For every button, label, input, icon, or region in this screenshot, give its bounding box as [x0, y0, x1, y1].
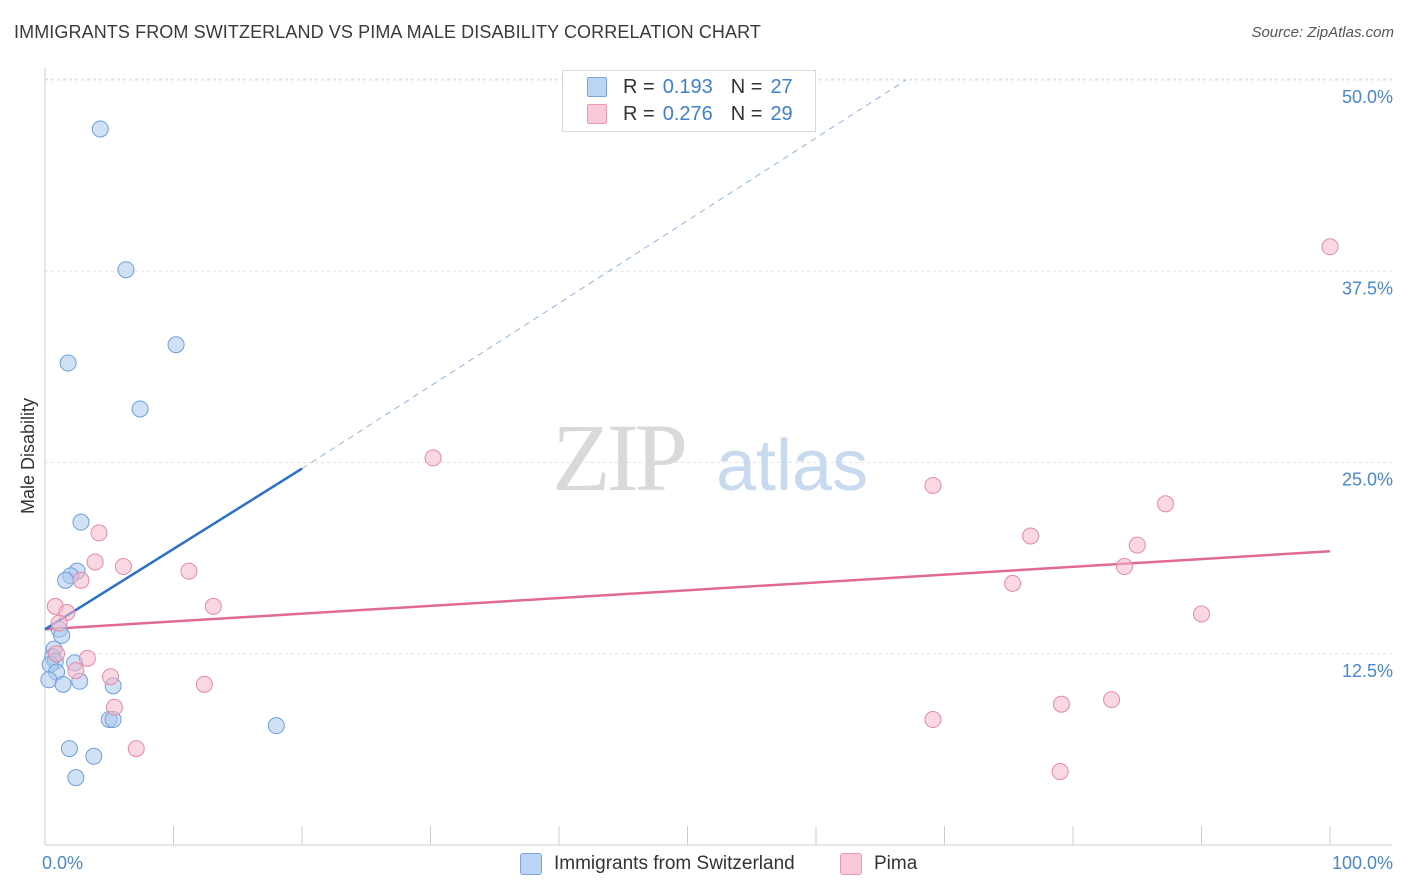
grid-layer	[45, 78, 1392, 655]
point-switzerland	[72, 513, 90, 531]
watermark-zip: ZIP	[552, 404, 685, 511]
point-pima	[1051, 763, 1069, 781]
point-switzerland	[40, 671, 58, 689]
legend-row-pima: R = 0.276 N = 29	[587, 102, 793, 126]
point-pima	[114, 558, 132, 576]
correlation-legend: R = 0.193 N = 27 R = 0.276 N = 29	[562, 70, 816, 132]
point-switzerland	[54, 675, 72, 693]
point-pima	[1128, 536, 1146, 554]
legend-n-value-switzerland: 27	[770, 75, 793, 98]
point-pima	[1321, 238, 1339, 256]
legend-n-value-pima: 29	[770, 102, 793, 125]
point-switzerland	[131, 400, 149, 418]
bottom-legend-swatch-switzerland	[520, 853, 542, 875]
y-tick-label: 25.0%	[1342, 470, 1393, 490]
trendline-switzerland	[44, 467, 303, 631]
y-axis-label: Male Disability	[18, 398, 38, 514]
point-pima	[1103, 691, 1121, 709]
point-switzerland	[60, 740, 78, 758]
trendline-switzerland-extension	[301, 79, 907, 470]
point-switzerland	[117, 261, 135, 279]
point-pima	[127, 740, 145, 758]
bottom-legend-pima: Pima	[840, 852, 917, 876]
point-pima	[924, 476, 942, 494]
points-layer	[40, 120, 1339, 787]
point-pima	[204, 597, 222, 615]
bottom-legend-label-switzerland: Immigrants from Switzerland	[554, 853, 795, 874]
point-switzerland	[267, 717, 285, 735]
point-switzerland	[59, 354, 77, 372]
point-switzerland	[67, 769, 85, 787]
point-pima	[1157, 495, 1175, 513]
point-pima	[90, 524, 108, 542]
legend-n-label: N =	[730, 102, 763, 125]
legend-r-value-pima: 0.276	[662, 102, 713, 125]
point-pima	[924, 711, 942, 729]
watermark: ZIP atlas	[552, 404, 868, 511]
point-pima	[1022, 527, 1040, 545]
point-pima	[86, 553, 104, 571]
point-pima	[195, 675, 213, 693]
legend-r-label: R =	[623, 75, 655, 98]
y-tick-label: 12.5%	[1342, 661, 1393, 681]
point-switzerland	[91, 120, 109, 138]
point-pima	[78, 649, 96, 667]
point-pima	[1115, 558, 1133, 576]
point-pima	[67, 662, 85, 680]
trend-layer	[44, 79, 1331, 631]
watermark-atlas: atlas	[716, 426, 868, 506]
point-pima	[1052, 695, 1070, 713]
legend-n-label: N =	[730, 75, 763, 98]
point-switzerland	[57, 571, 75, 589]
point-pima	[180, 562, 198, 580]
point-pima	[1004, 574, 1022, 592]
legend-row-switzerland: R = 0.193 N = 27	[587, 75, 793, 99]
point-pima	[50, 614, 68, 632]
x-tick-label: 100.0%	[1332, 853, 1393, 873]
bottom-legend-label-pima: Pima	[874, 853, 918, 874]
trendline-pima	[44, 549, 1331, 631]
bottom-legend-switzerland: Immigrants from Switzerland	[520, 852, 795, 876]
x-tick-label: 0.0%	[42, 853, 83, 873]
y-tick-label: 50.0%	[1342, 87, 1393, 107]
axis-layer	[44, 68, 1392, 846]
legend-r-label: R =	[623, 102, 655, 125]
point-pima	[72, 571, 90, 589]
point-pima	[105, 698, 123, 716]
point-switzerland	[85, 747, 103, 765]
point-pima	[1193, 605, 1210, 623]
legend-swatch-pima	[587, 104, 607, 124]
source-label: Source: ZipAtlas.com	[1251, 24, 1394, 41]
point-pima	[424, 449, 442, 467]
point-pima	[48, 645, 66, 663]
point-pima	[102, 668, 120, 686]
legend-r-value-switzerland: 0.193	[662, 75, 713, 98]
point-switzerland	[167, 336, 185, 354]
label-layer: Male Disability 12.5% 25.0% 37.5% 50.0% 0.0%…	[18, 87, 1393, 873]
y-tick-label: 37.5%	[1342, 278, 1393, 298]
chart-title: IMMIGRANTS FROM SWITZERLAND VS PIMA MALE…	[14, 22, 761, 42]
bottom-legend-swatch-pima	[840, 853, 862, 875]
legend-swatch-switzerland	[587, 77, 607, 97]
